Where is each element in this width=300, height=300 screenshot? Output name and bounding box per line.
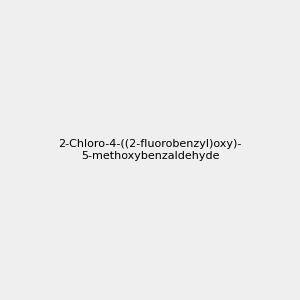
Text: 2-Chloro-4-((2-fluorobenzyl)oxy)-
5-methoxybenzaldehyde: 2-Chloro-4-((2-fluorobenzyl)oxy)- 5-meth… bbox=[58, 139, 242, 161]
